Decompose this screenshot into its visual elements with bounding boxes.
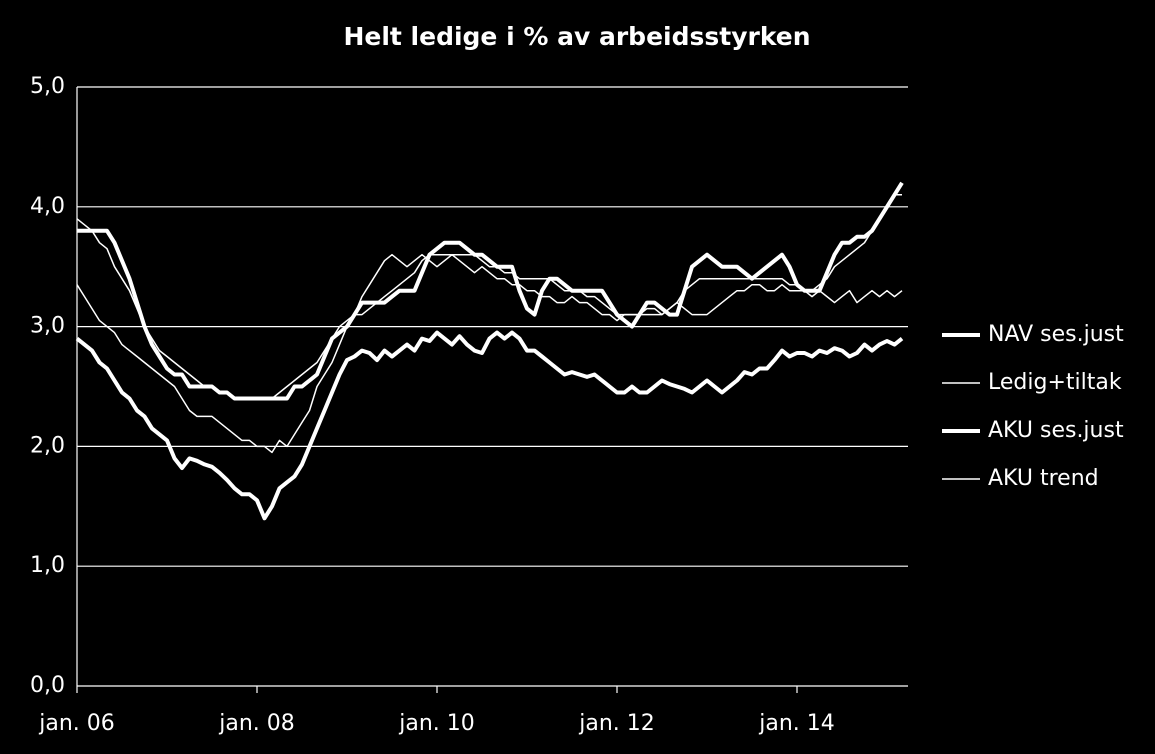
- y-tick-label: 3,0: [30, 314, 65, 339]
- y-tick-label: 5,0: [30, 74, 65, 99]
- legend-label: NAV ses.just: [988, 322, 1124, 347]
- series-line: [76, 194, 902, 400]
- legend-label: AKU ses.just: [988, 418, 1124, 443]
- x-tick-label: jan. 14: [758, 711, 835, 736]
- x-tick-label: jan. 06: [38, 711, 115, 736]
- y-tick-label: 2,0: [30, 433, 65, 458]
- chart-title: Helt ledige i % av arbeidsstyrken: [343, 22, 810, 51]
- legend-label: AKU trend: [988, 466, 1099, 491]
- series-line: [76, 253, 903, 454]
- legend-label: Ledig+tiltak: [988, 370, 1122, 395]
- x-tick-label: jan. 08: [218, 711, 295, 736]
- y-tick-label: 4,0: [30, 194, 65, 219]
- series-line: [77, 181, 904, 401]
- x-tick-label: jan. 10: [398, 711, 475, 736]
- y-tick-label: 0,0: [30, 673, 65, 698]
- y-tick-label: 1,0: [30, 553, 65, 578]
- x-tick-label: jan. 12: [578, 711, 655, 736]
- series-line: [75, 330, 904, 521]
